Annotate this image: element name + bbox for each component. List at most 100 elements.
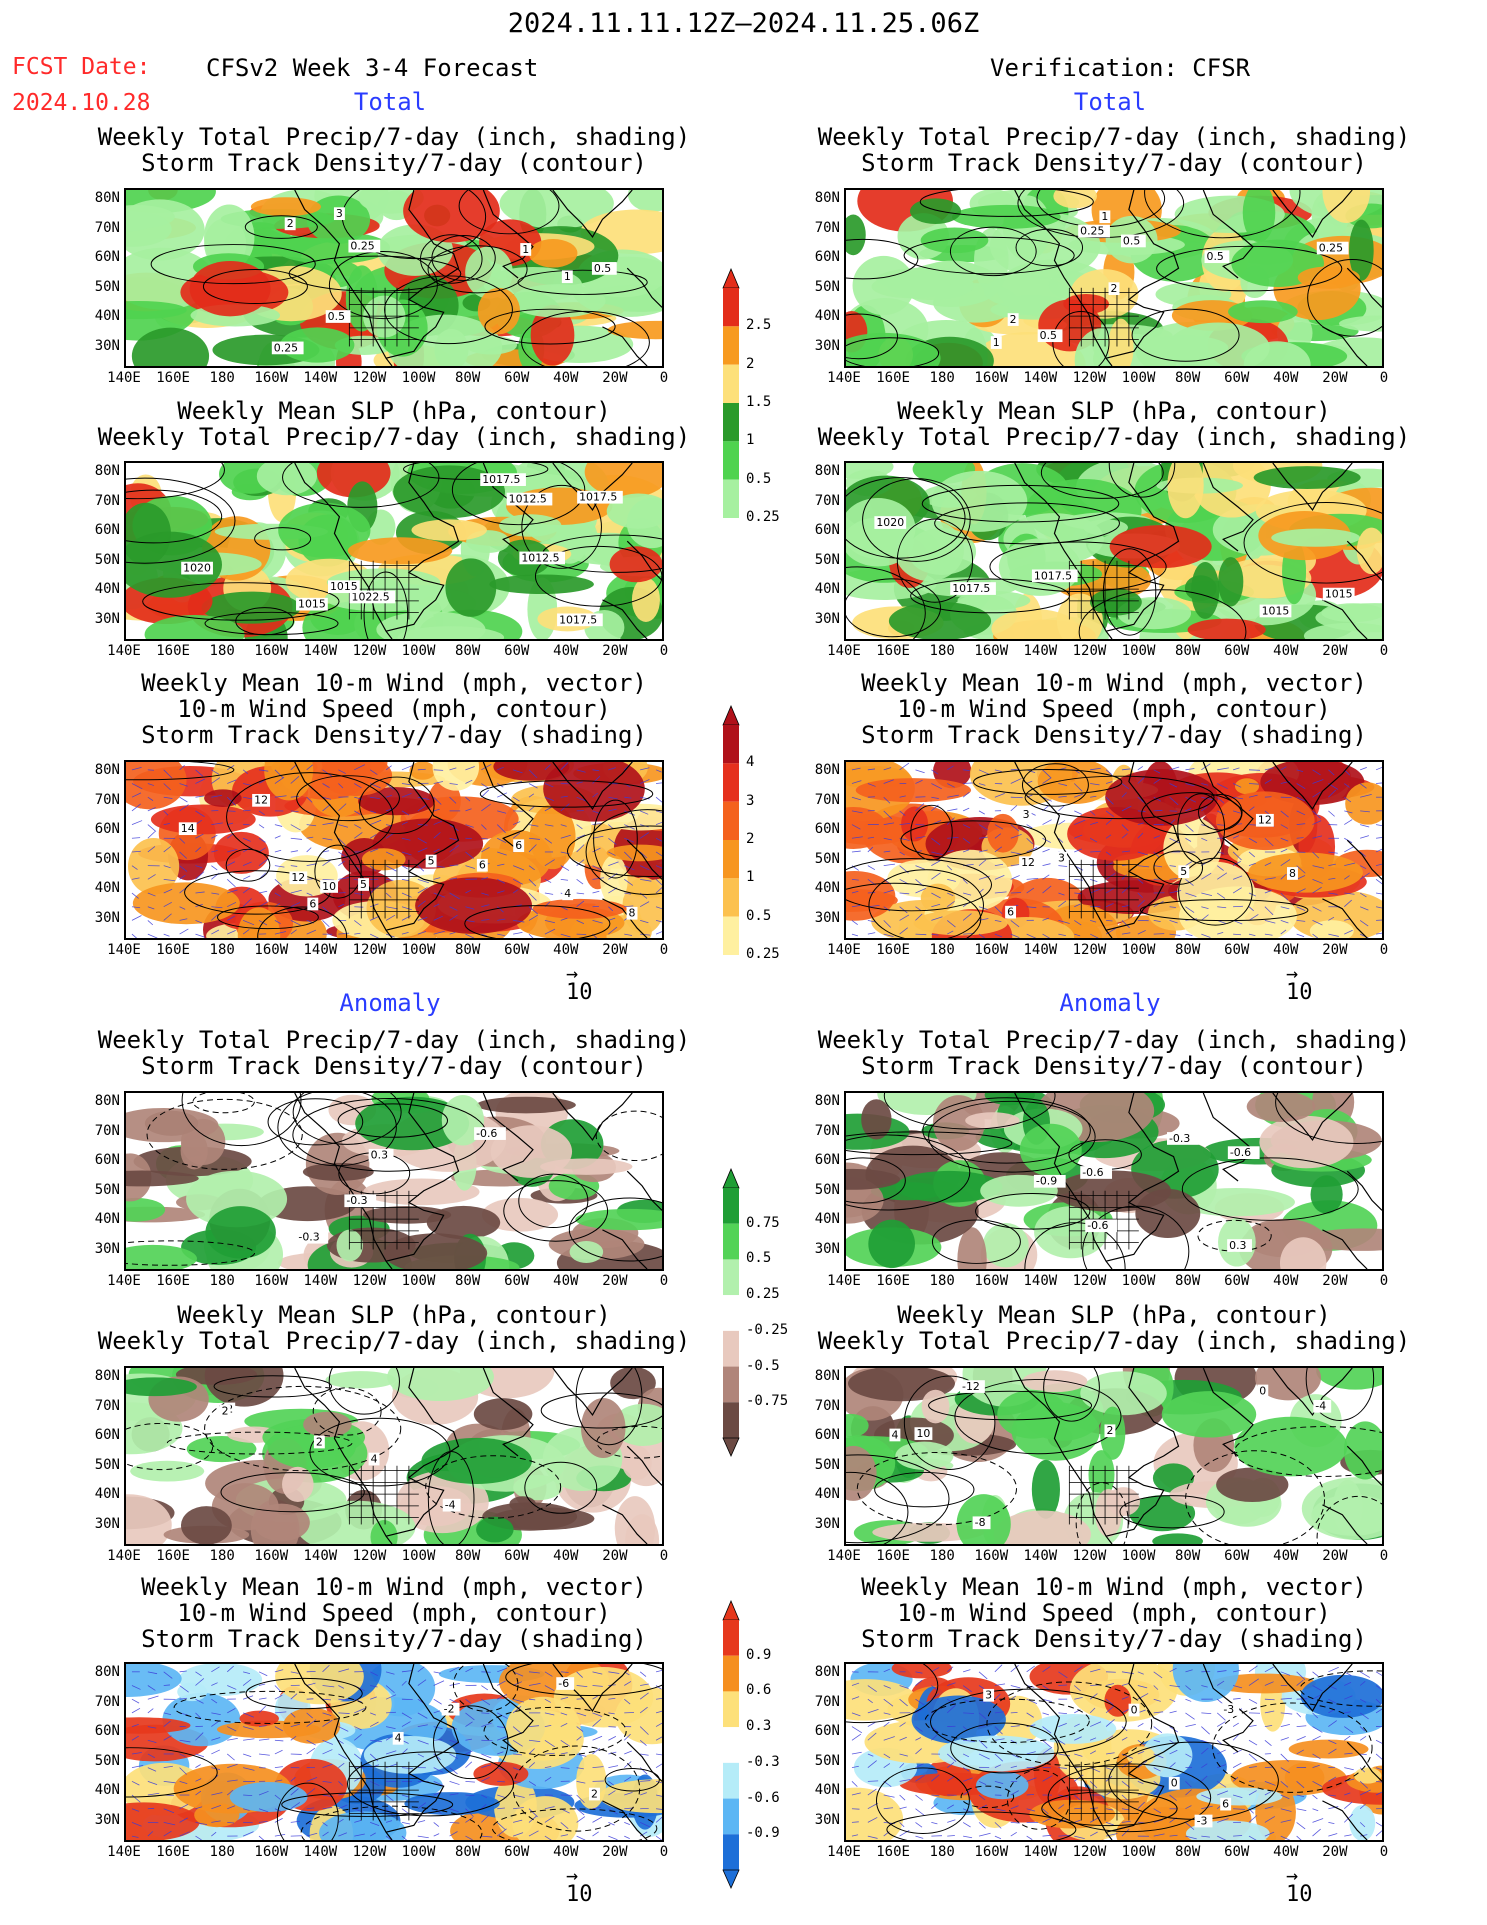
lon-label: 0 (1379, 942, 1389, 958)
lon-label: 80W (1174, 370, 1201, 386)
contour-label: 6 (309, 897, 316, 910)
contour-label: 1017.5 (579, 491, 617, 504)
lon-label: 140E (107, 942, 141, 958)
lon-label: 140E (107, 1273, 141, 1289)
contour-label: 0.25 (1319, 242, 1343, 255)
lat-label: 30N (94, 610, 120, 627)
vector-reference-value: 10 (1286, 1882, 1313, 1907)
lon-label: 0 (1379, 1548, 1389, 1564)
lon-label: 120W (352, 1273, 387, 1289)
contour-label: 1 (1101, 210, 1108, 223)
lon-label: 180 (929, 942, 955, 958)
lon-label: 100W (1121, 643, 1156, 659)
vector-reference-arrow-icon: → (566, 1863, 579, 1887)
contour-label: 8 (629, 907, 636, 920)
lat-label: 70N (94, 1397, 120, 1414)
contour-label: -12 (962, 1380, 980, 1393)
section-total-left: Total (353, 88, 427, 116)
lon-label: 0 (1379, 370, 1389, 386)
storm-total-colorbar-segment (723, 801, 739, 840)
storm-anom-colorbar-segment (723, 1691, 739, 1728)
lon-label: 0 (659, 370, 669, 386)
precip-anom-colorbar-segment (723, 1366, 739, 1403)
lat-label: 40N (94, 581, 120, 597)
lat-label: 80N (94, 1368, 120, 1384)
lon-label: 0 (1379, 643, 1389, 659)
right-panel-4-map: -0.6 -0.9 -0.3 0.3 -0.6 -0.6 (844, 1091, 1384, 1271)
lon-label: 120W (1072, 1548, 1107, 1564)
contour-label: -3 (1223, 1703, 1234, 1716)
precip-anom-colorbar-segment (723, 1330, 739, 1367)
lon-label: 160W (974, 643, 1009, 659)
lat-label: 80N (814, 1664, 840, 1680)
contour-label: 1 (993, 336, 1000, 349)
storm-total-colorbar-segment (723, 725, 739, 764)
lat-label: 40N (94, 1782, 120, 1798)
lon-label: 100W (401, 643, 436, 659)
lon-label: 60W (504, 942, 530, 958)
lat-label: 70N (814, 492, 840, 509)
contour-label: -0.6 (476, 1127, 497, 1140)
contour-label: 12 (291, 871, 305, 884)
contour-label: -8 (975, 1516, 986, 1529)
lon-label: 160E (156, 643, 190, 659)
lon-label: 140E (107, 1844, 141, 1860)
lon-label: 160E (156, 370, 190, 386)
lon-label: 160W (254, 942, 289, 958)
contour-label: 0.5 (1123, 234, 1140, 247)
vector-reference: → 10 (1286, 1865, 1313, 1907)
contour-label: 10 (916, 1427, 930, 1440)
lon-label: 60W (504, 370, 530, 386)
contour-label: 6 (515, 839, 522, 852)
contour-label: 5 (1180, 865, 1187, 878)
lat-label: 30N (814, 1515, 840, 1532)
storm-anom-colorbar-segment (723, 1798, 739, 1835)
storm-anom-colorbar-tick-label: -0.9 (746, 1825, 780, 1842)
lon-label: 60W (504, 1844, 530, 1860)
precip-total-colorbar-tick-label: 1.5 (746, 394, 772, 410)
lat-label: 50N (814, 278, 840, 295)
lon-label: 80W (454, 1844, 481, 1860)
lon-label: 160W (254, 1844, 289, 1860)
lon-label: 160W (974, 370, 1009, 386)
lon-label: 160E (156, 942, 190, 958)
contour-label: 0 (1259, 1384, 1266, 1397)
contour-label: 2 (287, 217, 294, 230)
contour-label: 0.25 (1080, 225, 1104, 238)
lon-label: 140W (303, 1844, 338, 1860)
lat-label: 80N (94, 762, 120, 778)
right-panel-5-title-line-1: Weekly Mean SLP (hPa, contour) (897, 1301, 1331, 1329)
section-anomaly-right: Anomaly (1059, 989, 1161, 1017)
contour-label: 0.5 (328, 310, 345, 323)
precip-anom-colorbar-segment (723, 1188, 739, 1224)
lon-label: 80W (1174, 942, 1201, 958)
lat-label: 80N (814, 762, 840, 778)
contour-label: 2 (316, 1436, 323, 1449)
lon-label: 20W (1322, 1844, 1348, 1860)
precip-anom-colorbar-tick-label: 0.5 (746, 1250, 772, 1267)
contour-label: 0.25 (274, 341, 298, 354)
lat-label: 80N (94, 1664, 120, 1680)
lon-label: 60W (504, 643, 530, 659)
lat-label: 50N (94, 551, 120, 568)
lon-label: 40W (1273, 1844, 1299, 1860)
lat-label: 50N (814, 551, 840, 568)
lon-label: 140W (1023, 370, 1058, 386)
precip-total-colorbar-segment (723, 364, 739, 403)
right-panel-5-title-line-2: Weekly Total Precip/7-day (inch, shading… (817, 1327, 1411, 1355)
lat-label: 30N (94, 1240, 120, 1257)
lat-label: 80N (94, 463, 120, 479)
lon-label: 0 (1379, 1844, 1389, 1860)
left-panel-4-map: -0.3 0.3 -0.3 -0.6 (124, 1091, 664, 1271)
lon-label: 180 (209, 643, 235, 659)
lon-label: 140W (303, 942, 338, 958)
lon-label: 100W (1121, 370, 1156, 386)
contour-label: 4 (891, 1428, 898, 1441)
lon-label: 20W (1322, 643, 1348, 659)
contour-label: 0.5 (594, 262, 611, 275)
lon-label: 140W (1023, 1548, 1058, 1564)
left-panel-2-title-line-1: Weekly Mean SLP (hPa, contour) (177, 397, 611, 425)
lon-label: 100W (401, 942, 436, 958)
storm-anom-colorbar-tick-label: -0.6 (746, 1789, 780, 1806)
right-panel-3-title-line-2: 10-m Wind Speed (mph, contour) (897, 695, 1331, 723)
